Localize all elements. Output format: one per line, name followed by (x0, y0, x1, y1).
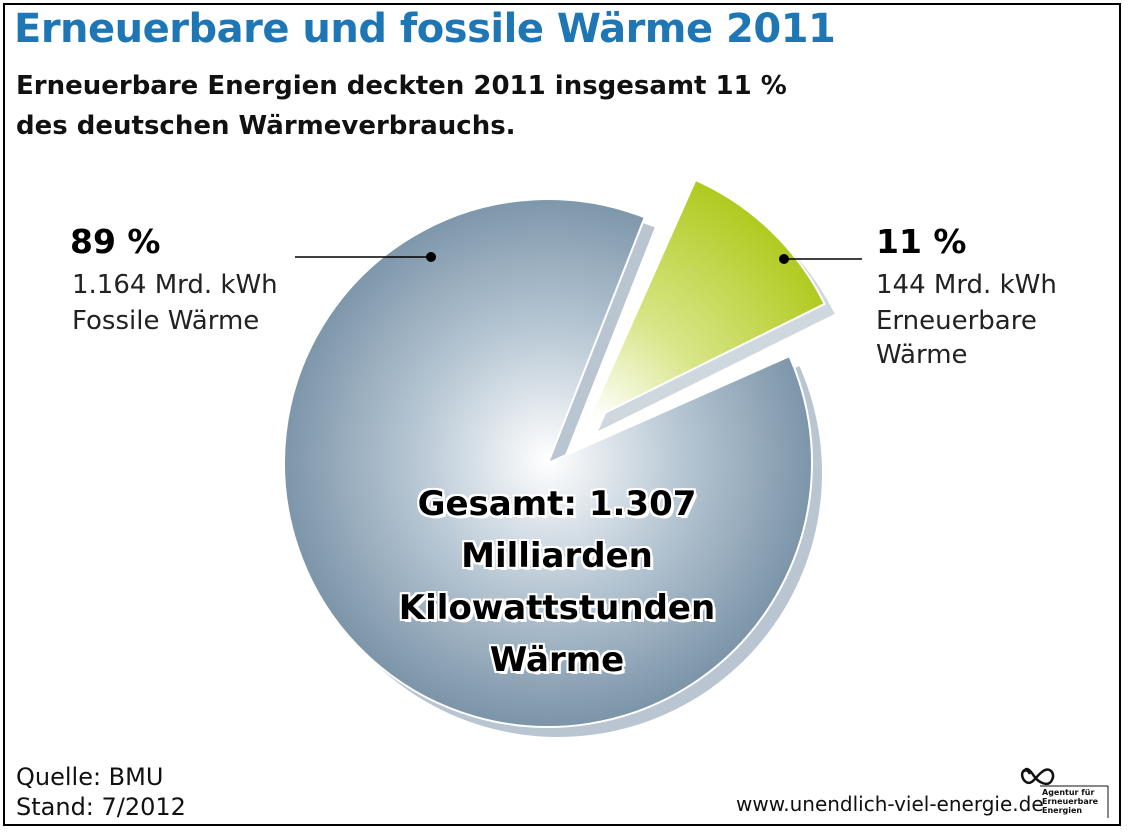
subtitle-line-2: des deutschen Wärmeverbrauchs. (16, 111, 516, 141)
logo-text-line-1: Agentur für (1042, 788, 1095, 797)
logo-text-line-2: Erneuerbare (1042, 797, 1099, 806)
source-block: Quelle: BMU Stand: 7/2012 (16, 762, 186, 822)
logo-text-line-3: Energien (1042, 806, 1083, 815)
website-link[interactable]: www.unendlich-viel-energie.de (736, 792, 1044, 816)
agency-logo: Agentur für Erneuerbare Energien (1020, 762, 1112, 820)
logo-text: Agentur für Erneuerbare Energien (1042, 788, 1098, 815)
center-label-line-1: Gesamt: 1.307 (417, 484, 697, 524)
fossil-percent-label: 89 % (70, 222, 161, 261)
pie-slice-fossil (283, 198, 813, 729)
renewable-name-label-2: Wärme (876, 340, 968, 370)
stand-label: Stand: 7/2012 (16, 793, 186, 821)
fossil-leader-dot (426, 252, 436, 262)
renewable-value-label: 144 Mrd. kWh (876, 270, 1057, 300)
chart-title: Erneuerbare und fossile Wärme 2011 (14, 6, 836, 52)
pie-slice-renewable (586, 178, 827, 424)
subtitle-line-1: Erneuerbare Energien deckten 2011 insges… (16, 71, 787, 101)
fossil-value-label: 1.164 Mrd. kWh (72, 270, 278, 300)
fossil-name-label: Fossile Wärme (72, 306, 260, 336)
center-label-line-4: Wärme (489, 640, 625, 680)
infinity-logo-icon (1020, 767, 1109, 818)
renewable-leader-dot (779, 254, 789, 264)
renewable-name-label-1: Erneuerbare (876, 306, 1037, 336)
pie-center-label: Gesamt: 1.307 Milliarden Kilowattstunden… (372, 478, 742, 686)
center-label-line-2: Milliarden (461, 536, 653, 576)
center-label-line-3: Kilowattstunden (398, 588, 716, 628)
source-label: Quelle: BMU (16, 763, 164, 791)
chart-subtitle: Erneuerbare Energien deckten 2011 insges… (16, 66, 787, 146)
renewable-percent-label: 11 % (876, 222, 967, 261)
